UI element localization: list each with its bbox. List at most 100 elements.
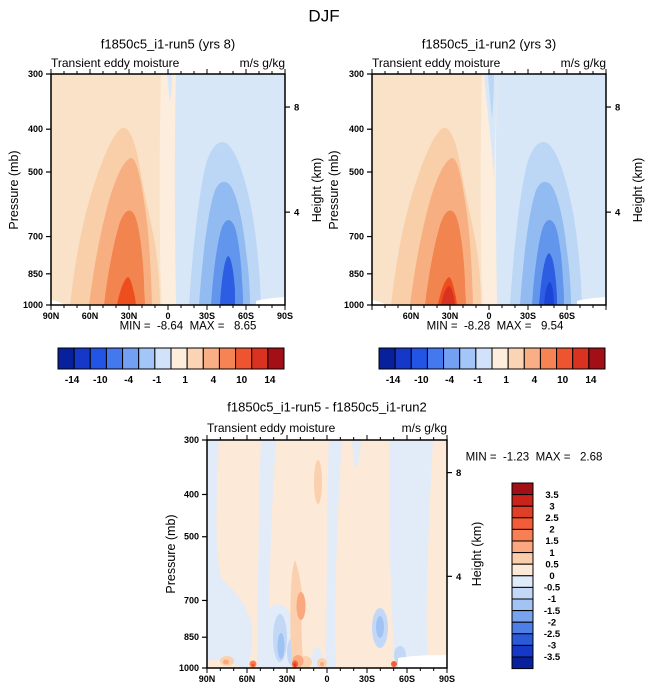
colorbar-segment xyxy=(235,347,253,370)
surface-mask-right xyxy=(256,297,285,305)
colorbar-segment xyxy=(57,347,75,370)
colorbar-segment xyxy=(154,347,172,370)
colorbar-segment xyxy=(394,347,412,370)
colorbar-tick-label: -14 xyxy=(386,375,401,386)
colorbar-tick-label: 1 xyxy=(549,548,555,559)
colorbar-tick-label: 3.5 xyxy=(545,490,559,501)
height-tick-label: 8 xyxy=(456,468,461,479)
page-title: DJF xyxy=(308,6,340,26)
colorbar-segment xyxy=(511,610,534,623)
lat-tick-label: 30N xyxy=(121,311,138,321)
plot-frame xyxy=(371,73,607,306)
cool-contour-core xyxy=(220,256,235,305)
colorbar-segment xyxy=(105,347,124,370)
diff-cool-band-90N xyxy=(207,440,253,668)
colorbar-segment xyxy=(511,528,534,542)
colorbar-tick-label: -2 xyxy=(548,617,556,628)
equator-cool-sliver-deep xyxy=(488,74,494,120)
axes-diff: 90N 60N 30N 0 30S 60S 90S 300 400 500 700 850 1000 8 4 xyxy=(179,435,462,684)
warm-contour-core xyxy=(117,277,136,305)
panel-title-diff: f1850c5_i1-run5 - f1850c5_i1-run2 xyxy=(227,399,427,415)
colorbar-segment xyxy=(202,347,220,370)
lat-tick-label: 0 xyxy=(486,311,491,321)
colorbar-tick-label: 0 xyxy=(549,571,554,582)
height-tick-label: 8 xyxy=(615,103,620,114)
contour-field-diff xyxy=(207,440,447,668)
colorbar-tick-label: -4 xyxy=(124,375,133,386)
diff-warm-spot-8N xyxy=(314,460,322,504)
height-axis-label-run2: Height (km) xyxy=(630,157,645,223)
pressure-tick-label: 850 xyxy=(28,269,43,279)
pressure-tick-label: 300 xyxy=(349,69,364,79)
panel-title-run2: f1850c5_i1-run2 (yrs 3) xyxy=(421,36,557,52)
zero-band xyxy=(159,74,178,305)
lat-tick-label: 60S xyxy=(399,674,415,684)
pressure-tick-label: 700 xyxy=(349,232,364,242)
colorbar-tick-label: -1.5 xyxy=(544,606,561,617)
colorbar-segment xyxy=(511,517,534,530)
colorbar-tick-label: 3 xyxy=(549,501,554,512)
lat-tick-label: 60S xyxy=(238,311,254,321)
pressure-tick-label: 700 xyxy=(184,595,199,605)
lat-tick-label: 30S xyxy=(520,311,536,321)
contour-field-run2-extras xyxy=(441,74,557,305)
lat-tick-label: 0 xyxy=(324,674,329,684)
diff-cool3-42S xyxy=(376,616,384,638)
colorbar-segment xyxy=(511,494,534,507)
height-tick-label: 8 xyxy=(294,103,299,114)
panel-title-run5: f1850c5_i1-run5 (yrs 8) xyxy=(100,36,236,52)
warm-contour-3 xyxy=(104,210,145,305)
units-label-run5: m/s g/kg xyxy=(239,56,285,70)
colorbar-tick-label: -14 xyxy=(65,375,80,386)
pressure-tick-label: 850 xyxy=(184,632,199,642)
colorbar-tick-label: 4 xyxy=(532,375,538,386)
pressure-tick-label: 1000 xyxy=(23,300,43,310)
colorbar-horizontal: -14 -10 -4 -1 1 4 10 14 xyxy=(57,347,285,386)
pressure-tick-label: 500 xyxy=(184,532,199,542)
height-axis-label-diff: Height (km) xyxy=(469,521,484,587)
colorbar-segment xyxy=(218,347,237,370)
colorbar-tick-label: -10 xyxy=(93,375,108,386)
colorbar-tick-label: -4 xyxy=(445,375,454,386)
axes-run5: 90N 60N 30N 0 30S 60S 90S 300 400 500 700 850 1000 8 4 xyxy=(23,69,300,321)
pressure-tick-label: 500 xyxy=(349,167,364,177)
colorbar-tick-label: 2 xyxy=(549,525,554,536)
height-tick-label: 4 xyxy=(615,208,621,219)
lat-tick-label: 30N xyxy=(279,674,296,684)
colorbar-tick-label: 10 xyxy=(236,375,248,386)
lat-tick-label: 90S xyxy=(439,674,455,684)
colorbar-segment xyxy=(267,347,285,370)
colorbar-segment xyxy=(251,347,269,370)
colorbar-horizontal: -14 -10 -4 -1 1 4 10 14 xyxy=(378,347,606,386)
colorbar-segment xyxy=(588,347,606,370)
warm-contour-deepest xyxy=(441,286,455,305)
pressure-tick-label: 700 xyxy=(28,232,43,242)
stats-run5: MIN = -8.64 MAX = 8.65 xyxy=(119,320,257,333)
colorbar-tick-label: -3 xyxy=(548,641,556,652)
colorbar-segment xyxy=(475,347,493,370)
cool-contour-deepest xyxy=(544,282,554,305)
lat-tick-label: 90N xyxy=(43,311,60,321)
height-axis-label-run5: Height (km) xyxy=(309,157,324,223)
plot-frame xyxy=(50,73,286,306)
diff-cool-band-40N xyxy=(257,440,276,668)
diff-warm2-24N xyxy=(296,592,306,620)
height-tick-label: 4 xyxy=(456,572,462,583)
colorbar-tick-label: 0.5 xyxy=(545,559,559,570)
pressure-tick-label: 1000 xyxy=(344,300,364,310)
colorbar-segment xyxy=(410,347,428,370)
colorbar-tick-label: -0.5 xyxy=(544,583,561,594)
colorbar-tick-label: 4 xyxy=(211,375,217,386)
colorbar-tick-label: 14 xyxy=(264,375,276,386)
diff-cool-band-60S xyxy=(389,440,433,668)
pressure-tick-label: 400 xyxy=(28,124,43,134)
colorbar-segment xyxy=(511,482,534,496)
colorbar-segment xyxy=(511,633,534,646)
diff-cool-band-0 xyxy=(326,440,342,668)
lat-tick-label: 30S xyxy=(359,674,375,684)
diff-warm3-50S xyxy=(391,661,397,667)
colorbar-vertical: 3.532.521.510.50-0.5-1-1.5-2-2.5-3-3.5 xyxy=(511,482,561,670)
colorbar-segment xyxy=(459,347,477,370)
diff-warm2-spot-4N xyxy=(320,662,324,666)
stats-diff: MIN = -1.23 MAX = 2.68 xyxy=(465,451,603,464)
